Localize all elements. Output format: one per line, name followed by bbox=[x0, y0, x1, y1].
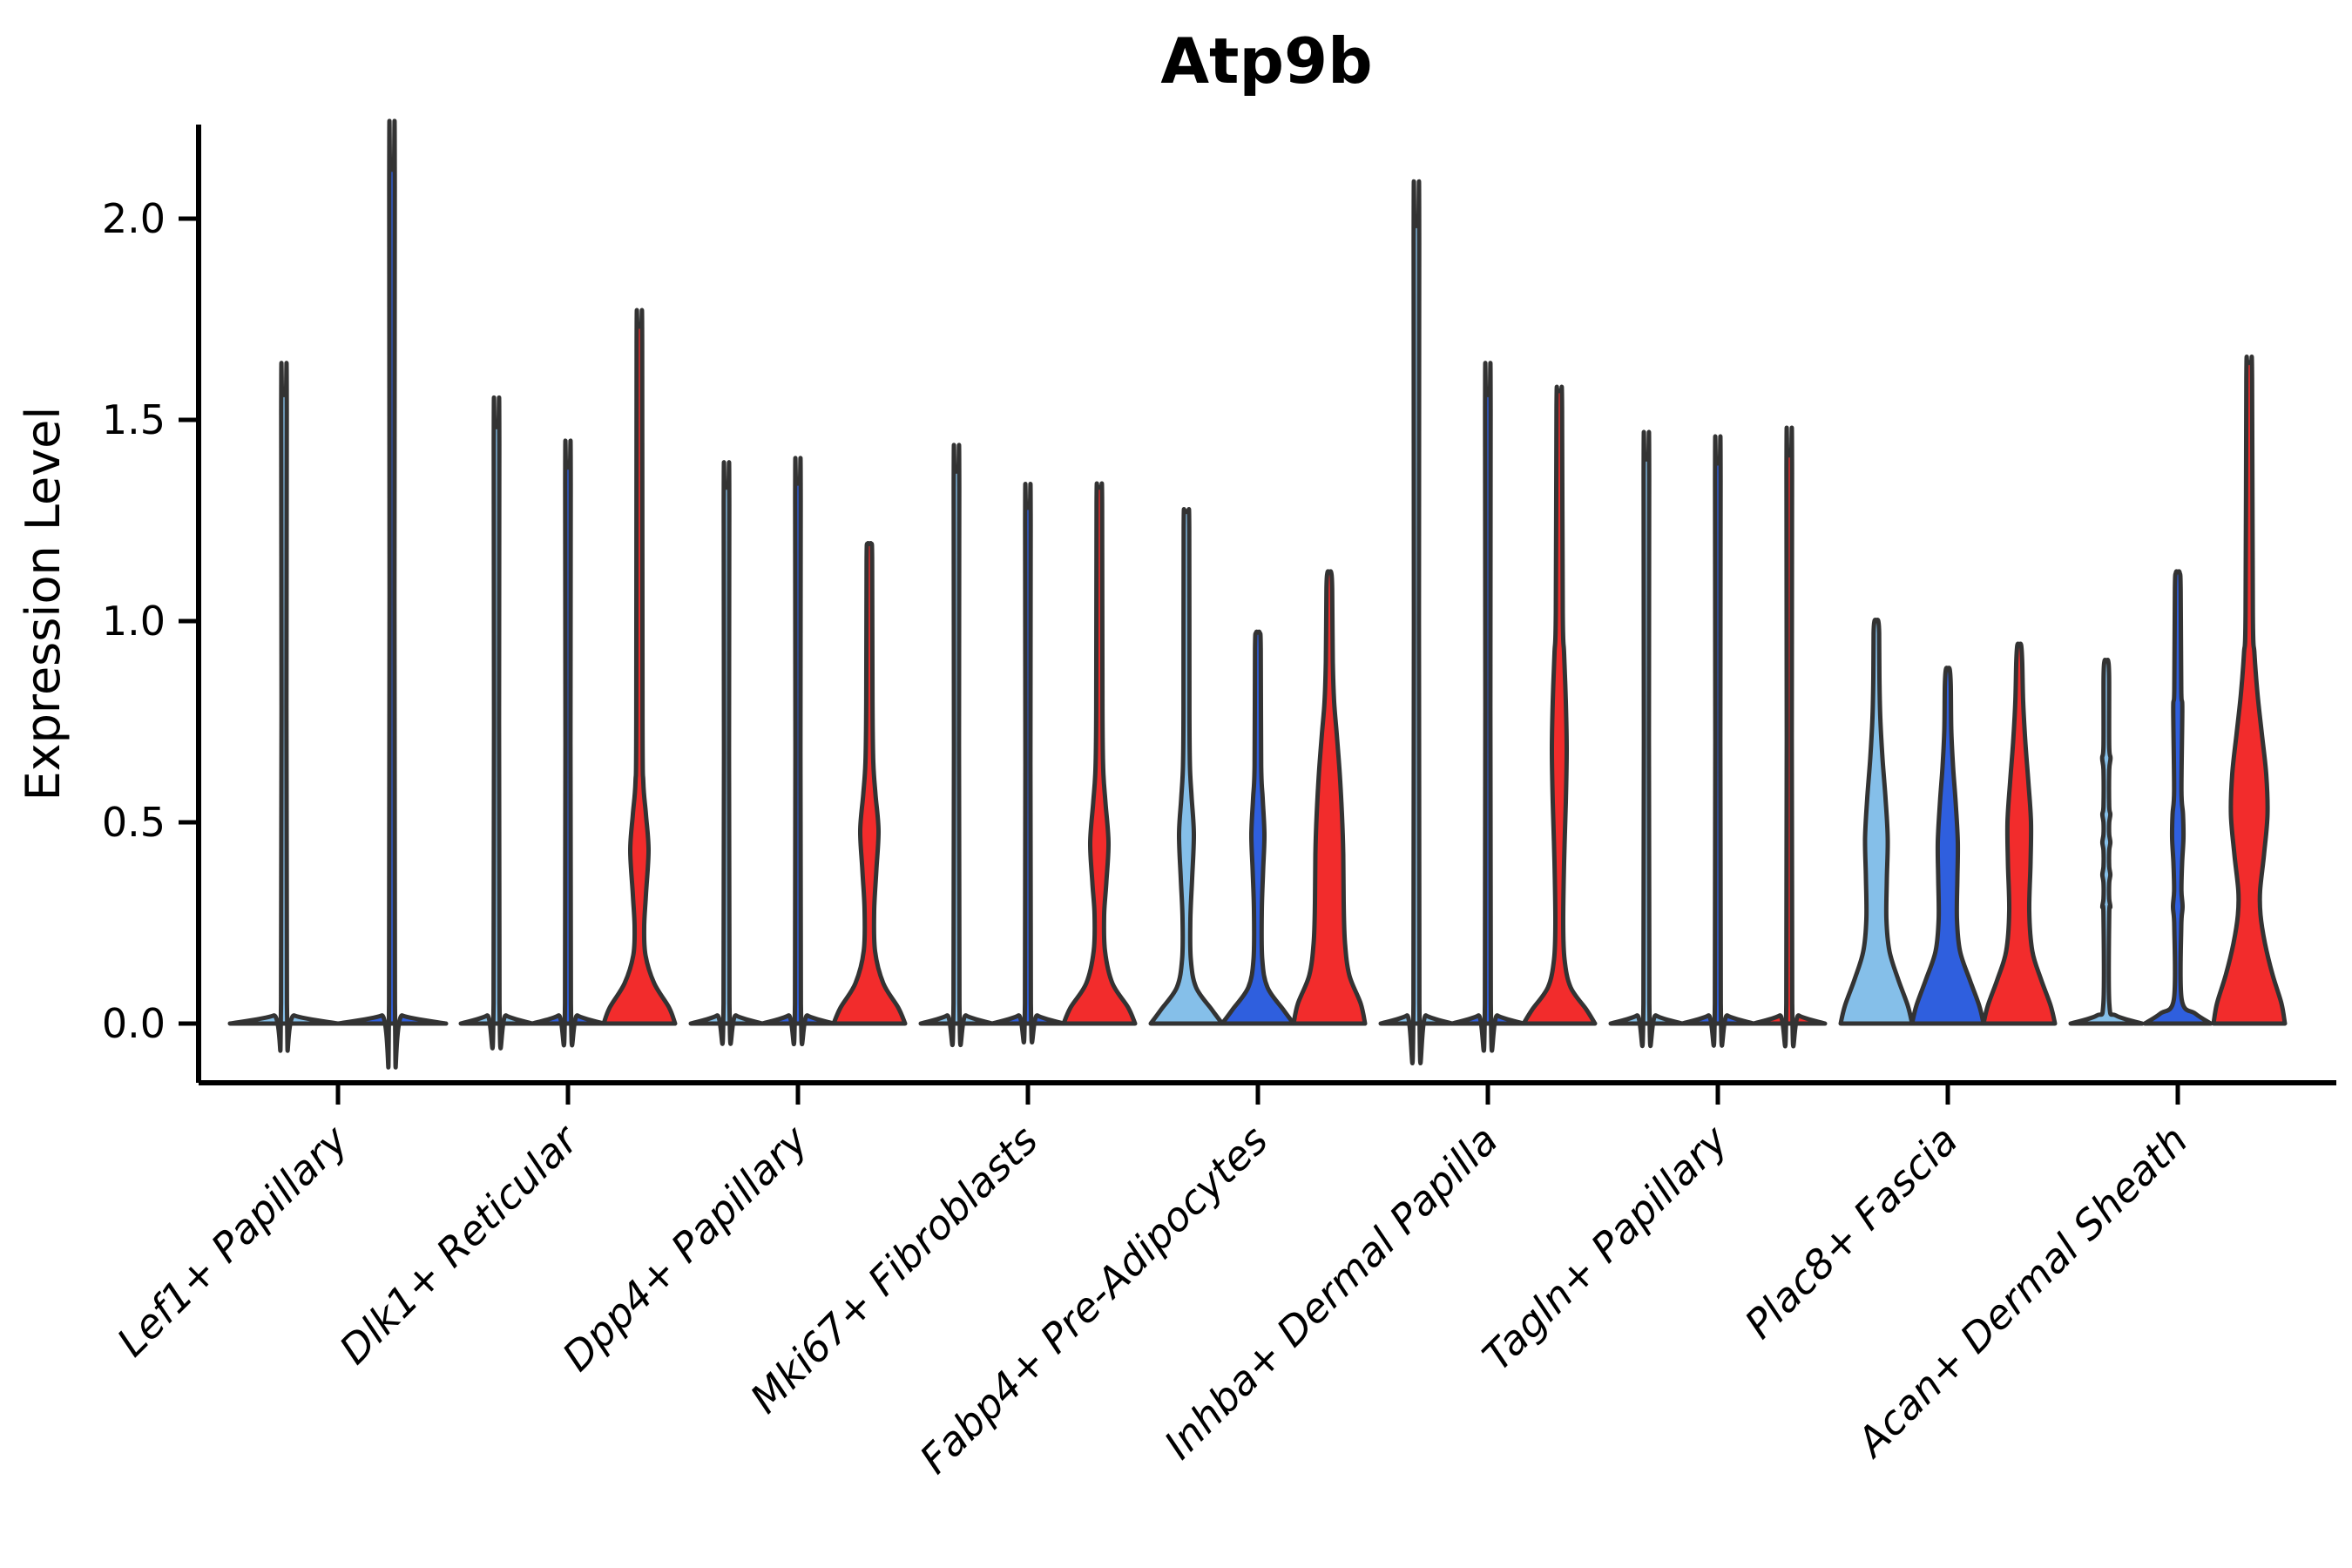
violin-dlk1-reticular-s1 bbox=[458, 395, 535, 1051]
violin-inhba-dermal-papilla-s2 bbox=[1450, 361, 1526, 1053]
x-tick-label-plac8-fascia: Plac8+ Fascia bbox=[1735, 1117, 1966, 1348]
y-tick-label-2.0: 2.0 bbox=[102, 195, 166, 242]
x-tick-label-dpp4-papillary: Dpp4+ Papillary bbox=[553, 1116, 817, 1380]
violin-dpp4-papillary-s3 bbox=[831, 540, 908, 1026]
violins-layer bbox=[227, 118, 2288, 1070]
violin-lef1-papillary-s2 bbox=[335, 118, 449, 1070]
y-axis: 0.0 0.5 1.0 1.5 2.0 bbox=[102, 195, 199, 1047]
violin-dpp4-papillary-s1 bbox=[688, 460, 765, 1046]
violin-acan-dermal-sheath-s3 bbox=[2211, 355, 2288, 1026]
y-tick-label-1.5: 1.5 bbox=[102, 396, 166, 443]
violin-fabp4-pre-adipocytes-s3 bbox=[1291, 569, 1368, 1026]
y-tick-label-0.0: 0.0 bbox=[102, 1000, 166, 1047]
violin-plac8-fascia-s3 bbox=[1981, 641, 2058, 1026]
y-tick-label-0.5: 0.5 bbox=[102, 799, 166, 846]
violin-mki67-fibroblasts-s2 bbox=[990, 482, 1066, 1045]
violin-dlk1-reticular-s2 bbox=[530, 438, 606, 1048]
violin-inhba-dermal-papilla-s1 bbox=[1378, 179, 1455, 1065]
violin-dpp4-papillary-s2 bbox=[760, 456, 836, 1047]
violin-fabp4-pre-adipocytes-s2 bbox=[1220, 629, 1296, 1026]
x-tick-label-dlk1-reticular: Dlk1+ Reticular bbox=[330, 1114, 589, 1373]
violin-tagln-papillary-s1 bbox=[1608, 429, 1685, 1049]
violin-plac8-fascia-s2 bbox=[1909, 666, 1986, 1026]
violin-dlk1-reticular-s3 bbox=[601, 308, 678, 1026]
x-tick-label-tagln-papillary: Tagln+ Papillary bbox=[1473, 1116, 1737, 1380]
y-axis-label: Expression Level bbox=[16, 407, 71, 801]
violin-mki67-fibroblasts-s1 bbox=[918, 443, 995, 1047]
violin-acan-dermal-sheath-s2 bbox=[2142, 569, 2213, 1026]
violin-tagln-papillary-s2 bbox=[1680, 434, 1756, 1048]
chart-title: Atp9b bbox=[1160, 24, 1372, 98]
violin-lef1-papillary-s1 bbox=[227, 361, 341, 1053]
violin-inhba-dermal-papilla-s3 bbox=[1521, 384, 1598, 1026]
violin-fabp4-pre-adipocytes-s1 bbox=[1148, 507, 1225, 1026]
x-tick-label-lef1-papillary: Lef1+ Papillary bbox=[108, 1116, 357, 1365]
violin-acan-dermal-sheath-s1 bbox=[2068, 657, 2145, 1026]
violin-tagln-papillary-s3 bbox=[1751, 425, 1828, 1049]
y-tick-label-1.0: 1.0 bbox=[102, 598, 166, 645]
violin-plac8-fascia-s1 bbox=[1838, 618, 1915, 1026]
violin-mki67-fibroblasts-s3 bbox=[1061, 481, 1138, 1026]
